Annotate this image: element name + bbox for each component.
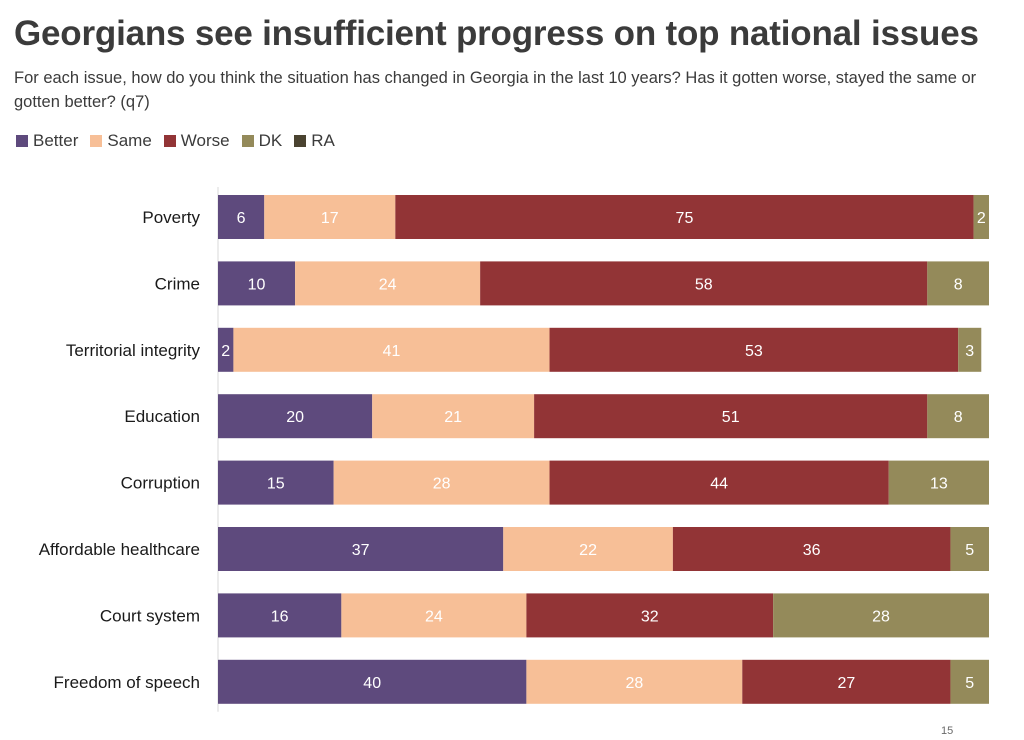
- legend-label-ra: RA: [311, 131, 335, 150]
- bar-freedom-of-speech-worse: [742, 659, 951, 704]
- chart-legend: Better Same Worse DK RA: [16, 131, 335, 151]
- data-label-territorial-integrity-same: 41: [383, 343, 401, 360]
- data-label-education-worse: 51: [722, 409, 740, 426]
- data-label-freedom-of-speech-same: 28: [625, 675, 643, 692]
- data-label-territorial-integrity-better: 2: [221, 343, 230, 360]
- bar-territorial-integrity-dk: [958, 327, 982, 372]
- bar-court-system-worse: [526, 593, 774, 638]
- data-label-poverty-better: 6: [237, 210, 246, 227]
- category-label-freedom-of-speech: Freedom of speech: [54, 673, 200, 692]
- bar-affordable-healthcare-same: [503, 527, 673, 571]
- bar-freedom-of-speech-better: [218, 659, 527, 704]
- data-label-corruption-worse: 44: [710, 476, 728, 493]
- bar-crime-worse: [480, 261, 928, 306]
- legend-swatch-same: [90, 135, 103, 147]
- data-label-court-system-dk: 28: [872, 608, 890, 625]
- bar-affordable-healthcare-worse: [672, 527, 951, 571]
- data-label-affordable-healthcare-better: 37: [352, 542, 370, 559]
- bar-crime-dk: [927, 261, 989, 306]
- category-label-crime: Crime: [155, 274, 200, 293]
- bar-poverty-same: [264, 195, 396, 239]
- bar-poverty-better: [218, 195, 265, 239]
- legend-label-worse: Worse: [180, 131, 230, 150]
- legend-item-dk: DK: [241, 131, 283, 151]
- category-label-territorial-integrity: Territorial integrity: [66, 341, 201, 360]
- bar-poverty-dk: [973, 195, 989, 239]
- data-label-crime-dk: 8: [954, 276, 963, 293]
- bar-court-system-better: [218, 593, 342, 638]
- bar-corruption-worse: [549, 460, 889, 505]
- legend-swatch-worse: [163, 135, 176, 147]
- data-label-affordable-healthcare-worse: 36: [803, 542, 821, 559]
- legend-swatch-better: [16, 135, 28, 147]
- data-label-crime-better: 10: [248, 276, 266, 293]
- bar-affordable-healthcare-better: [218, 527, 504, 571]
- data-label-court-system-worse: 32: [641, 608, 659, 625]
- bar-crime-better: [218, 261, 296, 306]
- data-label-education-better: 20: [286, 409, 304, 426]
- data-label-crime-same: 24: [379, 276, 397, 293]
- legend-item-better: Better: [16, 131, 78, 151]
- data-label-affordable-healthcare-dk: 5: [965, 542, 974, 559]
- data-label-territorial-integrity-worse: 53: [745, 343, 763, 360]
- data-label-poverty-worse: 75: [676, 210, 694, 227]
- legend-label-better: Better: [33, 131, 79, 150]
- bar-freedom-of-speech-same: [526, 659, 743, 704]
- page-title: Georgians see insufficient progress on t…: [14, 14, 979, 53]
- data-label-court-system-same: 24: [425, 608, 443, 625]
- bar-court-system-dk: [773, 593, 989, 638]
- bar-freedom-of-speech-dk: [950, 659, 989, 704]
- data-label-education-same: 21: [444, 409, 462, 426]
- data-label-education-dk: 8: [954, 409, 963, 426]
- data-label-corruption-same: 28: [433, 476, 451, 493]
- category-label-poverty: Poverty: [142, 208, 200, 227]
- legend-label-dk: DK: [258, 131, 283, 150]
- legend-label-same: Same: [107, 131, 152, 150]
- data-label-territorial-integrity-dk: 3: [965, 343, 974, 360]
- data-label-freedom-of-speech-dk: 5: [965, 675, 974, 692]
- bar-territorial-integrity-better: [218, 327, 234, 372]
- bar-education-worse: [534, 394, 928, 439]
- legend-item-same: Same: [90, 131, 152, 151]
- legend-swatch-dk: [241, 135, 254, 147]
- data-label-poverty-same: 17: [321, 210, 339, 227]
- category-label-affordable-healthcare: Affordable healthcare: [39, 540, 200, 559]
- bar-corruption-same: [333, 460, 550, 505]
- data-label-corruption-better: 15: [267, 476, 285, 493]
- bar-territorial-integrity-same: [233, 327, 550, 372]
- data-label-corruption-dk: 13: [930, 476, 948, 493]
- data-label-court-system-better: 16: [271, 608, 289, 625]
- bar-corruption-better: [218, 460, 334, 505]
- bar-poverty-worse: [395, 195, 974, 239]
- data-label-freedom-of-speech-better: 40: [363, 675, 381, 692]
- bar-corruption-dk: [888, 460, 989, 505]
- bar-court-system-same: [341, 593, 527, 638]
- data-label-affordable-healthcare-same: 22: [579, 542, 597, 559]
- bar-crime-same: [295, 261, 481, 306]
- category-label-corruption: Corruption: [121, 474, 200, 493]
- bar-affordable-healthcare-dk: [950, 527, 989, 571]
- category-label-court-system: Court system: [100, 606, 200, 625]
- page-subtitle: For each issue, how do you think the sit…: [14, 69, 977, 111]
- bar-education-better: [218, 394, 373, 439]
- legend-item-worse: Worse: [163, 131, 230, 151]
- bar-territorial-integrity-worse: [549, 327, 959, 372]
- legend-item-ra: RA: [294, 131, 335, 151]
- data-label-crime-worse: 58: [695, 276, 713, 293]
- page-number: 15: [941, 725, 954, 737]
- data-label-freedom-of-speech-worse: 27: [837, 675, 855, 692]
- data-label-poverty-dk: 2: [977, 210, 986, 227]
- bar-education-dk: [927, 394, 989, 439]
- bar-education-same: [372, 394, 535, 439]
- legend-swatch-ra: [294, 135, 307, 147]
- category-label-education: Education: [124, 407, 200, 426]
